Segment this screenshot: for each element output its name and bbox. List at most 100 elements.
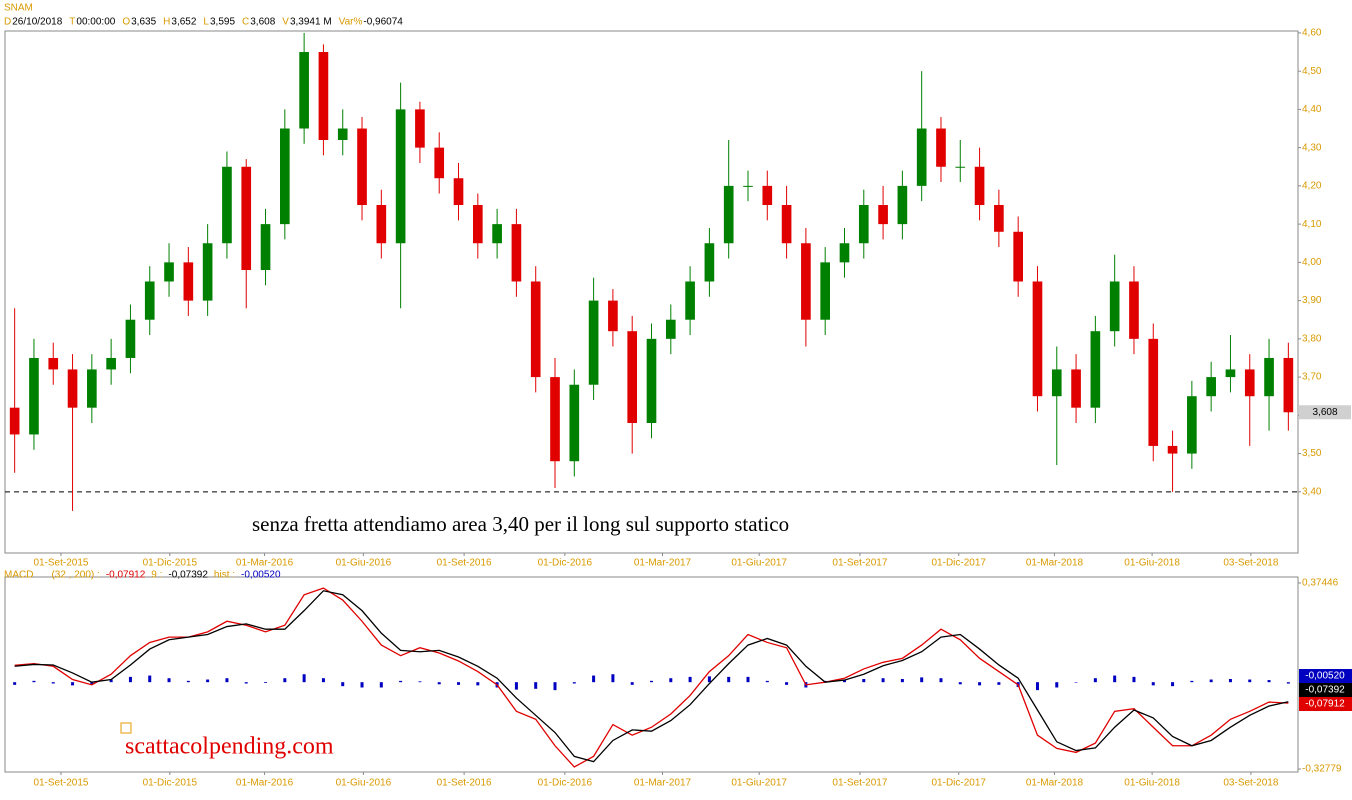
last-price-box [1299, 405, 1351, 420]
macd-header: MACD [4, 570, 33, 581]
y-tick-label: 4,20 [1302, 181, 1322, 192]
candle-body [781, 205, 792, 244]
histogram-bar [958, 682, 962, 685]
candle-body [936, 128, 946, 167]
histogram-bar [1093, 678, 1097, 683]
histogram-bar [688, 676, 692, 683]
histogram-bar [379, 682, 383, 688]
last-price-label: 3,608 [1312, 407, 1337, 418]
histogram-bar [534, 682, 538, 689]
value-box-label: -0,07912 [1305, 699, 1345, 710]
candle-body [376, 205, 387, 244]
y-tick-label: 3,40 [1302, 486, 1322, 497]
histogram-bar [1074, 682, 1078, 683]
histogram-bar [997, 682, 1001, 685]
candle-body [511, 224, 522, 282]
histogram-bar [341, 682, 345, 687]
x-tick-label: 01-Set-2017 [832, 558, 887, 569]
x-tick-label: 01-Giu-2017 [731, 778, 787, 789]
x-tick-label: 01-Dic-2015 [143, 778, 198, 789]
candle-body [1148, 338, 1159, 446]
histogram-bar [707, 676, 711, 683]
histogram-bar [727, 676, 731, 683]
candle-body [1264, 357, 1274, 397]
x-tick-label: 01-Dic-2017 [931, 558, 986, 569]
histogram-bar [32, 680, 36, 683]
x-tick-label: 01-Set-2016 [437, 558, 492, 569]
value-box [1299, 683, 1352, 697]
candle-body [1109, 281, 1120, 332]
x-tick-label: 01-Giu-2018 [1124, 778, 1180, 789]
candle-body [897, 185, 908, 225]
histogram-bar [881, 678, 885, 683]
histogram-bar [978, 682, 982, 686]
y-tick-label: 4,30 [1302, 142, 1322, 153]
histogram-bar [1267, 680, 1271, 683]
watermark: scattacolpending.com [125, 734, 334, 760]
x-tick-label: 03-Set-2018 [1223, 778, 1278, 789]
candle-body [916, 128, 927, 186]
value-box-label: -0,07392 [1305, 685, 1345, 696]
histogram-bar [669, 678, 673, 683]
histogram-bar [900, 679, 904, 683]
candle-body [241, 166, 252, 271]
histogram-bar [1151, 682, 1155, 686]
candle-body [337, 128, 348, 140]
macd-header: hist : [214, 570, 235, 581]
candle-body [395, 109, 406, 244]
info-key: Var% [339, 17, 363, 28]
histogram-bar [283, 678, 287, 683]
candle-body [492, 224, 502, 244]
histogram-bar [206, 679, 210, 683]
histogram-bar [939, 678, 943, 683]
candle-body [1129, 281, 1139, 339]
macd-header: -0,07392 [168, 570, 208, 581]
x-tick-label: 01-Giu-2018 [1124, 558, 1180, 569]
x-tick-label: 01-Giu-2016 [336, 778, 392, 789]
info-value: 3,608 [250, 17, 275, 28]
candle-body [685, 281, 695, 320]
info-key: O [122, 17, 130, 28]
candle-body [878, 205, 888, 225]
histogram-bar [244, 682, 248, 684]
histogram-bar [514, 682, 518, 690]
histogram-bar [167, 678, 171, 683]
candle-body [299, 52, 309, 129]
y-tick-label: 3,50 [1302, 448, 1322, 459]
histogram-bar [1171, 682, 1175, 687]
histogram-bar [321, 678, 325, 683]
histogram-bar [360, 682, 364, 688]
candle-body [801, 243, 811, 320]
histogram-bar [418, 681, 422, 683]
candle-body [530, 281, 541, 378]
candle-body [646, 338, 657, 423]
info-key: H [163, 17, 170, 28]
candle-body [87, 369, 97, 408]
candle-body [1071, 369, 1081, 408]
candle-body [820, 262, 831, 320]
value-box [1299, 669, 1352, 683]
candle-body [550, 377, 560, 462]
histogram-bar [1228, 679, 1232, 683]
macd-panel [4, 576, 1299, 773]
x-tick-label: 01-Dic-2016 [538, 558, 593, 569]
y-tick-label: 3,80 [1302, 333, 1322, 344]
histogram-bar [457, 682, 461, 685]
histogram-bar [90, 682, 94, 685]
candle-body [415, 109, 425, 148]
x-tick-label: 01-Mar-2016 [236, 778, 294, 789]
info-value: 00:00:00 [76, 17, 115, 28]
info-value: 26/10/2018 [12, 17, 62, 28]
candle-body [164, 262, 174, 282]
candle-body [29, 357, 39, 435]
candle-body [723, 185, 734, 244]
info-value: -0,96074 [363, 17, 403, 28]
histogram-bar [109, 679, 113, 683]
candle-body [1032, 281, 1043, 397]
y-tick-label: 3,70 [1302, 372, 1322, 383]
histogram-bar [785, 682, 789, 685]
chart-title: SNAM [4, 3, 33, 14]
histogram-bar [186, 680, 190, 683]
annotation: senza fretta attendiamo area 3,40 per il… [252, 512, 789, 536]
